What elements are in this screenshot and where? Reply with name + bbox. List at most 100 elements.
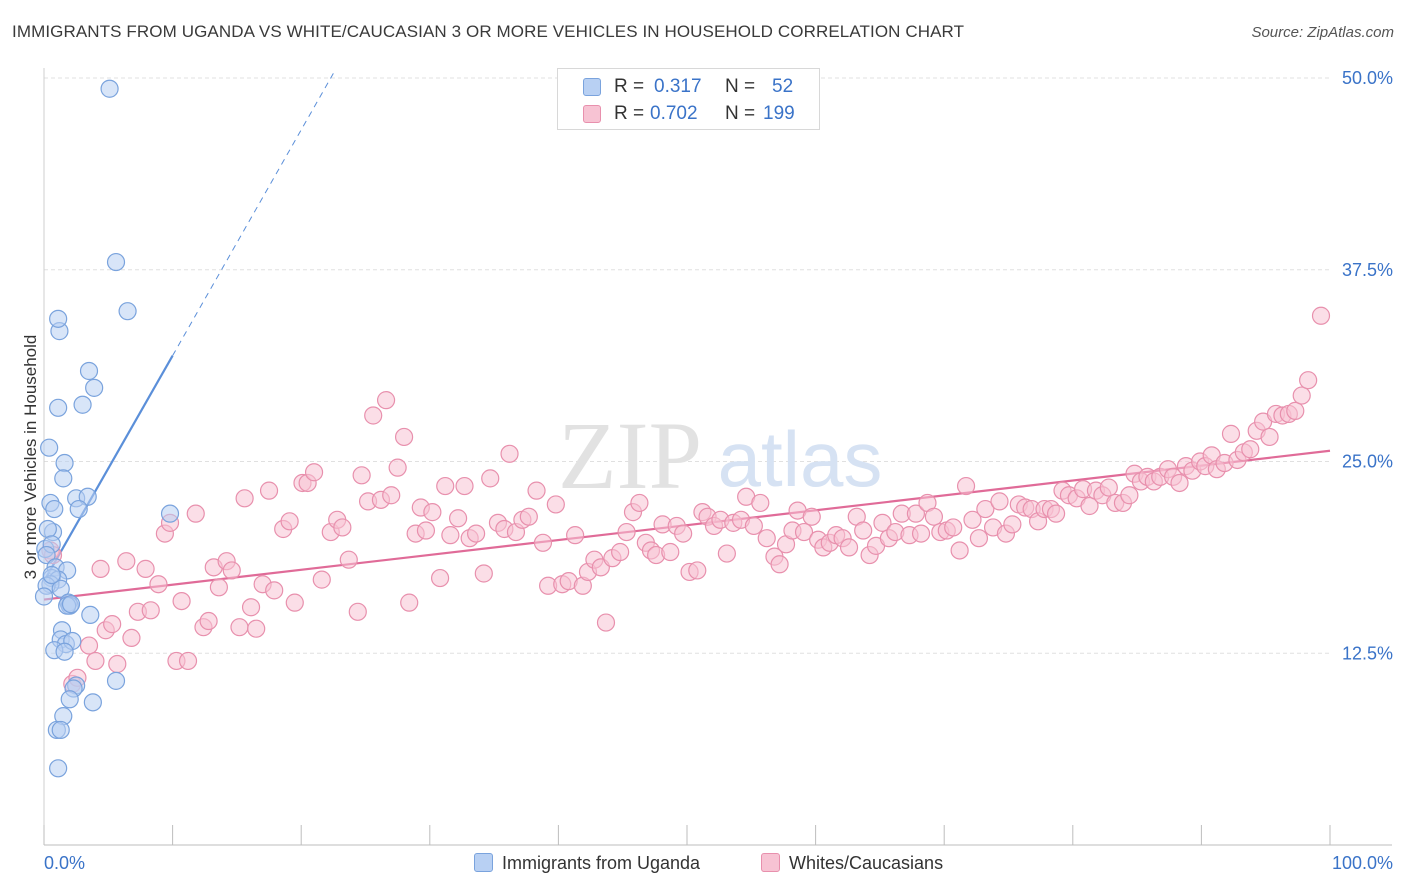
- point-whites: [222, 561, 241, 580]
- point-whites: [906, 504, 926, 523]
- point-whites: [1292, 386, 1311, 405]
- point-uganda: [73, 395, 92, 414]
- point-whites: [1221, 424, 1241, 443]
- point-uganda: [51, 579, 70, 598]
- point-whites: [956, 476, 976, 496]
- legend-swatch-whites: [583, 105, 601, 123]
- point-whites: [352, 466, 371, 485]
- point-whites: [611, 542, 630, 562]
- point-whites: [751, 493, 770, 513]
- point-whites: [546, 495, 565, 514]
- point-whites: [1299, 371, 1318, 390]
- point-uganda: [61, 595, 81, 614]
- point-whites: [241, 598, 261, 617]
- point-whites: [466, 524, 486, 543]
- point-whites: [1311, 306, 1331, 325]
- point-whites: [481, 469, 500, 488]
- y-tick-label: 12.5%: [1342, 643, 1393, 663]
- point-uganda: [160, 504, 180, 523]
- point-uganda: [55, 453, 74, 473]
- point-whites: [527, 481, 546, 500]
- point-whites: [533, 533, 553, 552]
- point-whites: [400, 593, 419, 612]
- point-whites: [1241, 440, 1260, 459]
- point-uganda: [78, 487, 97, 506]
- point-whites: [108, 654, 127, 674]
- point-whites: [259, 481, 279, 500]
- point-uganda: [38, 519, 57, 539]
- point-whites: [1286, 401, 1305, 420]
- point-whites: [235, 489, 254, 508]
- point-whites: [285, 593, 304, 612]
- point-whites: [430, 568, 450, 588]
- point-whites: [312, 570, 331, 589]
- r-value-uganda: 0.317: [654, 76, 702, 97]
- point-whites: [416, 521, 436, 540]
- point-whites: [103, 615, 122, 634]
- stats-legend: R = 0.317 N = 52 R = 0.702 N = 199: [557, 68, 820, 130]
- legend-swatch-uganda: [474, 853, 493, 872]
- bottom-legend-whites: Whites/Caucasians: [761, 853, 943, 874]
- point-whites: [186, 504, 205, 523]
- source-credit: Source: ZipAtlas.com: [1251, 24, 1394, 41]
- point-uganda: [106, 252, 126, 272]
- trend-lines: [43, 73, 1331, 601]
- point-whites: [388, 458, 407, 477]
- point-uganda: [83, 693, 102, 712]
- point-whites: [617, 522, 636, 542]
- point-whites: [1080, 496, 1099, 516]
- y-tick-label: 25.0%: [1342, 452, 1393, 472]
- legend-swatch-whites: [761, 853, 780, 872]
- point-whites: [382, 486, 401, 505]
- point-whites: [304, 463, 324, 482]
- point-uganda: [49, 309, 68, 328]
- point-whites: [339, 550, 358, 569]
- point-whites: [376, 391, 396, 410]
- point-whites: [117, 552, 136, 571]
- point-uganda: [42, 565, 61, 585]
- point-uganda: [45, 499, 64, 519]
- point-whites: [1120, 486, 1139, 505]
- trend-line-whites: [43, 449, 1331, 601]
- point-uganda: [60, 690, 79, 709]
- point-uganda: [34, 587, 54, 606]
- point-whites: [149, 575, 168, 594]
- gridlines: [44, 77, 1330, 654]
- point-whites: [596, 613, 616, 632]
- legend-label-uganda: Immigrants from Uganda: [502, 853, 701, 873]
- point-whites: [1170, 473, 1189, 493]
- point-whites: [265, 581, 284, 600]
- point-whites: [674, 524, 693, 543]
- n-value-uganda: 52: [772, 76, 794, 97]
- point-whites: [448, 509, 468, 528]
- point-whites: [348, 602, 367, 621]
- point-whites: [630, 493, 649, 513]
- trend-line-uganda-extension: [172, 73, 334, 356]
- point-uganda: [79, 361, 99, 381]
- y-tick-label: 37.5%: [1342, 260, 1393, 280]
- point-whites: [79, 636, 99, 655]
- point-whites: [1099, 478, 1118, 497]
- r-value-whites: 0.702: [650, 103, 698, 124]
- point-whites: [944, 518, 963, 537]
- trend-line-uganda: [43, 355, 174, 582]
- point-whites: [172, 591, 191, 611]
- point-whites: [91, 559, 110, 578]
- point-uganda: [37, 545, 56, 565]
- point-whites: [441, 526, 460, 545]
- point-whites: [911, 524, 931, 543]
- point-uganda: [49, 398, 68, 417]
- legend-swatch-uganda: [583, 78, 601, 96]
- point-whites: [950, 541, 969, 560]
- point-whites: [141, 601, 160, 620]
- point-whites: [802, 507, 821, 526]
- point-whites: [474, 564, 493, 583]
- point-whites: [717, 544, 736, 563]
- point-uganda: [100, 79, 119, 98]
- point-whites: [423, 503, 442, 522]
- watermark-zip: ZIP: [558, 402, 702, 509]
- point-whites: [230, 618, 249, 637]
- watermark: ZIP atlas: [558, 402, 882, 509]
- point-whites: [770, 555, 789, 574]
